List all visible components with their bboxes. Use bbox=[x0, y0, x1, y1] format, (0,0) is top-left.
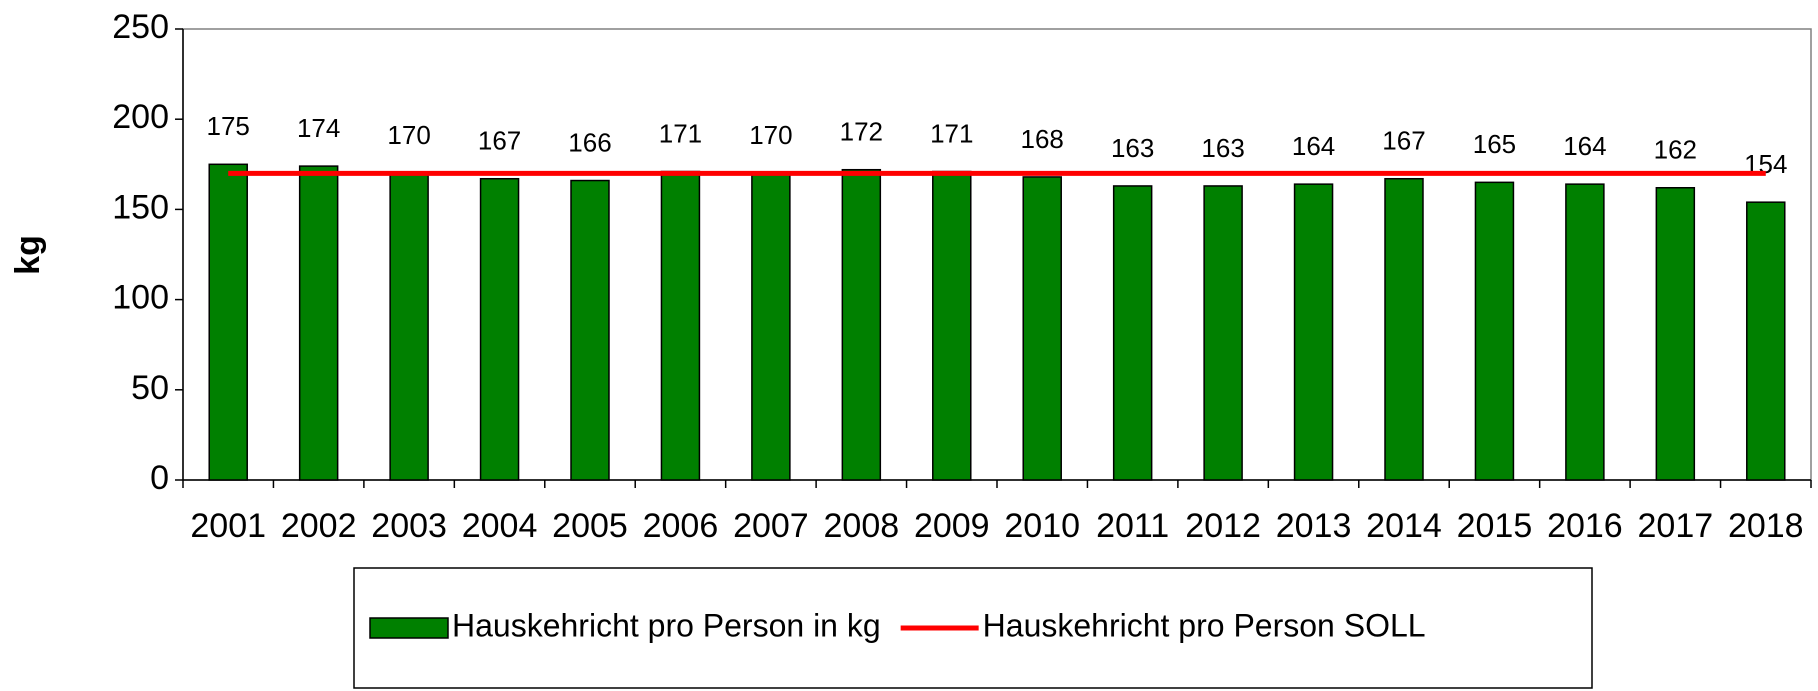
bar bbox=[208, 163, 248, 481]
data-label: 164 bbox=[1292, 131, 1335, 161]
data-label: 172 bbox=[840, 117, 883, 147]
bar bbox=[1112, 185, 1153, 481]
x-tick-label: 2006 bbox=[643, 507, 719, 545]
legend-swatch bbox=[369, 617, 449, 639]
data-label: 171 bbox=[659, 118, 702, 148]
data-label: 175 bbox=[207, 111, 250, 141]
x-tick-label: 2004 bbox=[462, 507, 538, 545]
data-label: 166 bbox=[568, 127, 611, 157]
bar bbox=[1474, 181, 1515, 481]
y-tick-label: 200 bbox=[112, 98, 169, 136]
data-label: 163 bbox=[1201, 133, 1244, 163]
y-tick-label: 150 bbox=[112, 188, 169, 226]
x-tick-label: 2009 bbox=[914, 507, 990, 545]
data-label: 167 bbox=[478, 126, 521, 156]
bar bbox=[1022, 176, 1062, 481]
x-tick-label: 2010 bbox=[1004, 507, 1080, 545]
y-tick-label: 0 bbox=[150, 459, 169, 497]
bar bbox=[932, 170, 972, 481]
bar bbox=[1746, 201, 1786, 481]
data-label: 167 bbox=[1382, 126, 1425, 156]
bar bbox=[570, 179, 610, 481]
bar bbox=[841, 168, 882, 481]
data-label: 171 bbox=[930, 118, 973, 148]
data-label: 162 bbox=[1654, 135, 1697, 165]
data-label: 174 bbox=[297, 113, 340, 143]
y-axis-label: kg bbox=[9, 235, 47, 275]
data-label: 164 bbox=[1563, 131, 1606, 161]
bar bbox=[1565, 183, 1605, 481]
x-tick-label: 2001 bbox=[190, 507, 266, 545]
x-tick-label: 2007 bbox=[733, 507, 809, 545]
data-label: 170 bbox=[749, 120, 792, 150]
x-tick-label: 2014 bbox=[1366, 507, 1442, 545]
bar bbox=[1293, 183, 1334, 481]
y-tick-label: 50 bbox=[131, 369, 169, 407]
bar bbox=[1203, 185, 1243, 481]
x-tick-label: 2017 bbox=[1638, 507, 1714, 545]
x-tick-label: 2016 bbox=[1547, 507, 1623, 545]
x-tick-label: 2005 bbox=[552, 507, 628, 545]
x-tick-label: 2003 bbox=[371, 507, 447, 545]
data-label: 165 bbox=[1473, 129, 1516, 159]
x-tick-label: 2008 bbox=[824, 507, 900, 545]
bar bbox=[298, 165, 339, 481]
x-tick-label: 2018 bbox=[1728, 507, 1804, 545]
y-tick-label: 100 bbox=[112, 279, 169, 317]
bar bbox=[479, 177, 520, 481]
x-tick-label: 2011 bbox=[1096, 507, 1169, 545]
x-tick-label: 2015 bbox=[1457, 507, 1533, 545]
bar bbox=[389, 172, 429, 481]
data-label: 168 bbox=[1021, 124, 1064, 154]
bar bbox=[660, 170, 701, 481]
x-tick-label: 2012 bbox=[1185, 507, 1261, 545]
data-label: 170 bbox=[387, 120, 430, 150]
bar bbox=[751, 172, 791, 481]
legend-label: Hauskehricht pro Person SOLL bbox=[983, 607, 1426, 643]
legend-label: Hauskehricht pro Person in kg bbox=[452, 607, 881, 643]
bar bbox=[1384, 177, 1424, 481]
bar bbox=[1655, 187, 1696, 481]
x-tick-label: 2013 bbox=[1276, 507, 1352, 545]
y-tick-label: 250 bbox=[112, 8, 169, 46]
data-label: 163 bbox=[1111, 133, 1154, 163]
x-tick-label: 2002 bbox=[281, 507, 357, 545]
